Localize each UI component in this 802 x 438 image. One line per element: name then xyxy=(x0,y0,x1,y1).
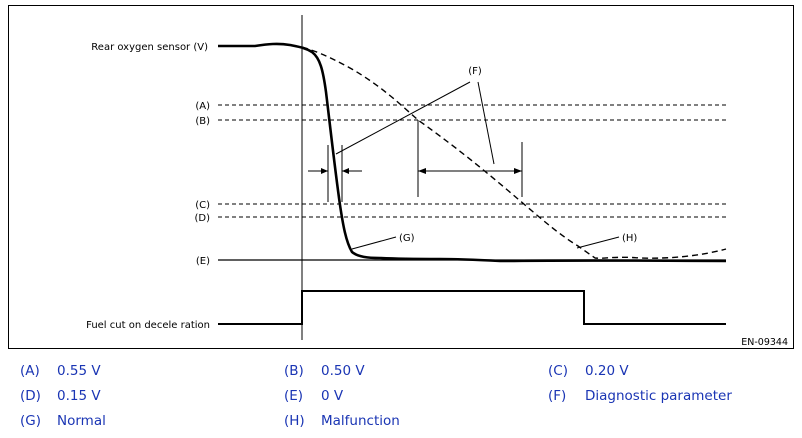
fuel-cut-label: Fuel cut on decele ration xyxy=(86,320,210,331)
legend-value: 0.55 V xyxy=(57,363,101,379)
legend-value: Diagnostic parameter xyxy=(585,388,732,404)
malfunction-sensor-curve xyxy=(301,46,727,259)
legend-value: 0.15 V xyxy=(57,388,101,404)
callout-h-label: (H) xyxy=(622,233,637,244)
callout-f-leader-right xyxy=(477,81,495,165)
reference-code: EN-09344 xyxy=(741,337,788,348)
level-c-label: (C) xyxy=(195,200,210,211)
legend-value: 0 V xyxy=(321,388,344,404)
legend-value: Normal xyxy=(57,413,106,429)
legend-key: (F) xyxy=(548,388,567,404)
legend-key: (A) xyxy=(20,363,40,379)
legend-value: Malfunction xyxy=(321,413,400,429)
level-b-label: (B) xyxy=(195,116,210,127)
legend-key: (G) xyxy=(20,413,41,429)
legend-key: (H) xyxy=(284,413,305,429)
level-d-label: (D) xyxy=(194,213,210,224)
callout-f-leader-left xyxy=(335,81,471,155)
normal-window-arrowhead-right xyxy=(342,168,349,174)
normal-window-arrowhead-left xyxy=(321,168,328,174)
callout-f-label: (F) xyxy=(468,66,482,77)
figure-frame xyxy=(8,5,794,349)
normal-sensor-curve xyxy=(218,42,727,263)
legend-key: (B) xyxy=(284,363,304,379)
malfunction-window-arrowhead-left xyxy=(418,168,426,174)
legend: (A) 0.55 V (B) 0.50 V (C) 0.20 V (D) 0.1… xyxy=(0,354,802,438)
legend-key: (E) xyxy=(284,388,304,404)
callout-h-leader xyxy=(576,236,620,249)
malfunction-window-arrowhead-right xyxy=(514,168,522,174)
level-a-label: (A) xyxy=(195,101,210,112)
level-e-label: (E) xyxy=(196,256,210,267)
legend-value: 0.20 V xyxy=(585,363,629,379)
callout-g-leader xyxy=(351,236,397,250)
legend-key: (C) xyxy=(548,363,568,379)
rear-oxygen-sensor-label: Rear oxygen sensor (V) xyxy=(91,42,208,53)
sensor-timing-diagram: Rear oxygen sensor (V) Fuel cut on decel… xyxy=(86,15,788,348)
fuel-cut-signal xyxy=(218,290,726,325)
legend-value: 0.50 V xyxy=(321,363,365,379)
callout-g-label: (G) xyxy=(399,233,415,244)
legend-key: (D) xyxy=(20,388,41,404)
